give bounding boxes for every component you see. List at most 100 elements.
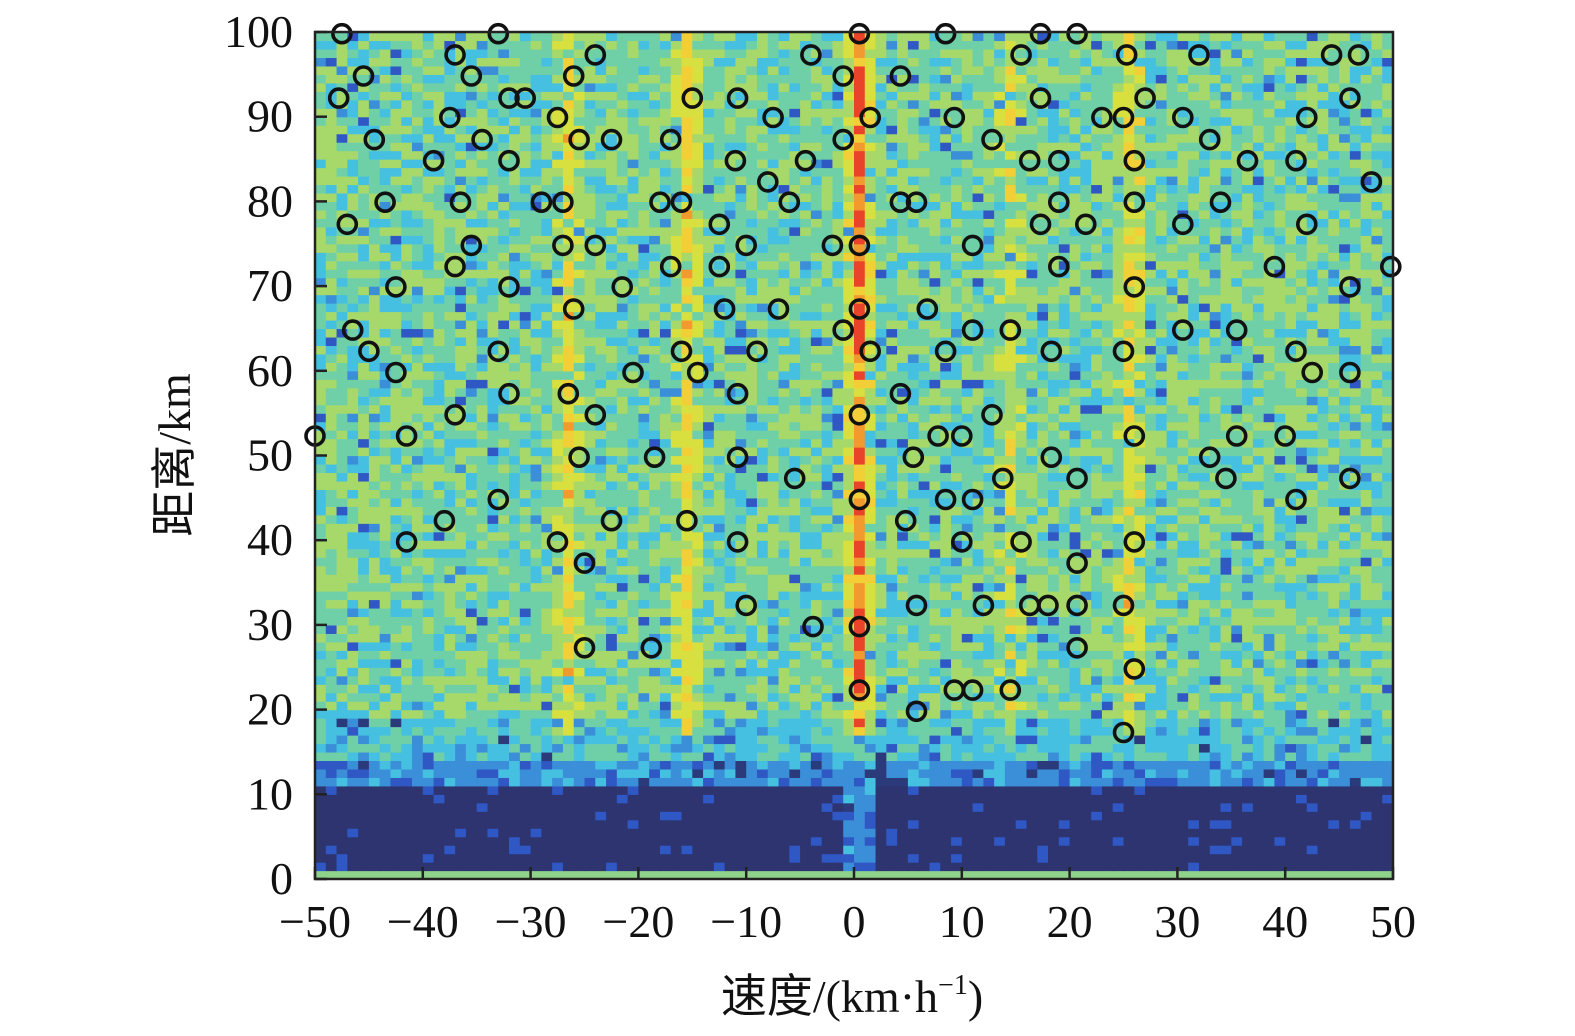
- heatmap-cell: [444, 862, 456, 872]
- heatmap-cell: [325, 328, 338, 338]
- heatmap-cell: [800, 277, 812, 287]
- heatmap-cell: [325, 701, 338, 711]
- heatmap-cell: [713, 811, 726, 821]
- heatmap-cell: [530, 370, 542, 380]
- heatmap-cell: [670, 447, 683, 457]
- heatmap-cell: [455, 472, 467, 482]
- heatmap-cell: [756, 404, 769, 414]
- heatmap-cell: [810, 701, 823, 711]
- heatmap-cell: [681, 692, 693, 702]
- heatmap-cell: [649, 65, 661, 75]
- heatmap-cell: [368, 743, 381, 753]
- heatmap-cell: [519, 862, 532, 872]
- heatmap-cell: [358, 701, 370, 711]
- heatmap-cell: [638, 828, 650, 838]
- heatmap-cell: [638, 718, 650, 728]
- heatmap-cell: [336, 82, 348, 92]
- heatmap-cell: [422, 243, 435, 253]
- heatmap-cell: [735, 40, 747, 50]
- heatmap-cell: [810, 497, 823, 507]
- heatmap-cell: [606, 540, 618, 550]
- heatmap-cell: [379, 430, 392, 440]
- heatmap-cell: [315, 328, 327, 338]
- heatmap-cell: [562, 768, 575, 778]
- heatmap-cell: [465, 91, 478, 101]
- heatmap-cell: [832, 40, 844, 50]
- heatmap-cell: [595, 294, 607, 304]
- heatmap-cell: [584, 218, 596, 228]
- heatmap-cell: [358, 692, 370, 702]
- heatmap-cell: [638, 582, 650, 592]
- heatmap-cell: [692, 777, 704, 787]
- heatmap-cell: [390, 480, 402, 490]
- heatmap-cell: [509, 303, 521, 313]
- heatmap-cell: [498, 692, 510, 702]
- heatmap-cell: [325, 218, 338, 228]
- heatmap-cell: [832, 91, 844, 101]
- heatmap-cell: [616, 294, 629, 304]
- heatmap-cell: [638, 133, 650, 143]
- heatmap-cell: [358, 387, 370, 397]
- heatmap-cell: [778, 48, 790, 59]
- heatmap-cell: [584, 167, 596, 177]
- heatmap-cell: [315, 480, 327, 490]
- heatmap-cell: [519, 582, 532, 592]
- heatmap-cell: [595, 269, 607, 279]
- heatmap-cell: [746, 438, 758, 448]
- heatmap-cell: [616, 565, 629, 575]
- heatmap-cell: [368, 489, 381, 499]
- heatmap-cell: [573, 108, 586, 118]
- heatmap-cell: [627, 379, 639, 389]
- heatmap-cell: [767, 743, 780, 753]
- heatmap-cell: [476, 209, 489, 219]
- heatmap-cell: [455, 184, 467, 194]
- heatmap-cell: [832, 802, 844, 812]
- heatmap-cell: [832, 836, 844, 846]
- heatmap-cell: [584, 675, 596, 685]
- heatmap-cell: [724, 565, 737, 575]
- heatmap-cell: [336, 675, 348, 685]
- heatmap-cell: [681, 497, 693, 507]
- heatmap-cell: [412, 726, 424, 736]
- heatmap-cell: [509, 192, 521, 202]
- heatmap-cell: [703, 709, 715, 719]
- heatmap-cell: [519, 260, 532, 270]
- heatmap-cell: [832, 116, 844, 126]
- heatmap-cell: [401, 591, 413, 601]
- heatmap-cell: [810, 252, 823, 262]
- heatmap-cell: [832, 701, 844, 711]
- heatmap-cell: [368, 692, 381, 702]
- heatmap-cell: [444, 235, 456, 245]
- heatmap-cell: [843, 768, 855, 778]
- heatmap-cell: [843, 260, 855, 270]
- heatmap-cell: [735, 582, 747, 592]
- heatmap-cell: [465, 743, 478, 753]
- heatmap-cell: [649, 404, 661, 414]
- heatmap-cell: [843, 421, 855, 431]
- heatmap-cell: [606, 345, 618, 355]
- heatmap-cell: [627, 32, 639, 42]
- heatmap-cell: [325, 667, 338, 677]
- heatmap-cell: [854, 489, 866, 499]
- heatmap-cell: [519, 396, 532, 406]
- heatmap-cell: [724, 336, 737, 346]
- heatmap-cell: [616, 811, 629, 821]
- heatmap-cell: [509, 40, 521, 50]
- heatmap-cell: [401, 514, 413, 524]
- heatmap-cell: [843, 396, 855, 406]
- heatmap-cell: [368, 303, 381, 313]
- heatmap-cell: [530, 150, 542, 160]
- heatmap-cell: [412, 480, 424, 490]
- heatmap-cell: [487, 557, 499, 567]
- heatmap-cell: [724, 718, 737, 728]
- heatmap-cell: [595, 175, 607, 186]
- heatmap-cell: [670, 607, 683, 618]
- heatmap-cell: [627, 565, 639, 575]
- heatmap-cell: [638, 269, 650, 279]
- heatmap-cell: [509, 438, 521, 448]
- heatmap-cell: [649, 743, 661, 753]
- heatmap-cell: [724, 701, 737, 711]
- heatmap-cell: [832, 108, 844, 118]
- heatmap-cell: [498, 379, 510, 389]
- heatmap-cell: [573, 413, 586, 423]
